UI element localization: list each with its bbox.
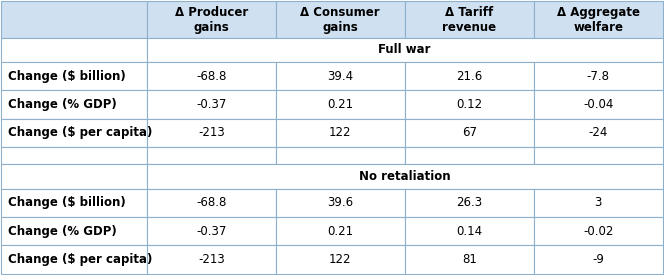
Bar	[534, 119, 663, 147]
Bar	[147, 119, 276, 147]
Bar	[405, 189, 534, 217]
Text: Δ Aggregate
welfare: Δ Aggregate welfare	[556, 6, 639, 34]
Text: Change ($ per capita): Change ($ per capita)	[8, 126, 152, 139]
Text: -213: -213	[198, 253, 224, 266]
Text: -68.8: -68.8	[196, 196, 226, 209]
Bar	[534, 217, 663, 245]
Text: 122: 122	[329, 253, 351, 266]
Bar	[405, 119, 534, 147]
Bar	[405, 90, 534, 119]
Bar	[1, 38, 147, 62]
Text: -0.04: -0.04	[583, 98, 614, 111]
Text: 0.12: 0.12	[456, 98, 482, 111]
Bar	[147, 1, 276, 38]
Text: Change (% GDP): Change (% GDP)	[8, 98, 117, 111]
Bar	[534, 90, 663, 119]
Text: 0.21: 0.21	[327, 225, 353, 238]
Text: Full war: Full war	[378, 43, 431, 56]
Text: 122: 122	[329, 126, 351, 139]
Text: -9: -9	[592, 253, 604, 266]
Bar	[147, 62, 276, 90]
Bar	[147, 217, 276, 245]
Bar	[147, 164, 663, 189]
Bar	[405, 62, 534, 90]
Text: No retaliation: No retaliation	[359, 170, 451, 183]
Text: 81: 81	[461, 253, 477, 266]
Bar	[1, 164, 147, 189]
Text: 26.3: 26.3	[456, 196, 482, 209]
Text: 0.21: 0.21	[327, 98, 353, 111]
Bar	[405, 147, 534, 164]
Text: -0.37: -0.37	[196, 225, 226, 238]
Bar	[534, 189, 663, 217]
Bar	[534, 1, 663, 38]
Bar	[534, 147, 663, 164]
Bar	[147, 189, 276, 217]
Bar	[276, 90, 405, 119]
Bar	[276, 189, 405, 217]
Bar	[276, 1, 405, 38]
Bar	[405, 217, 534, 245]
Bar	[276, 245, 405, 274]
Bar	[405, 245, 534, 274]
Bar	[534, 245, 663, 274]
Text: 0.14: 0.14	[456, 225, 482, 238]
Text: -7.8: -7.8	[586, 70, 610, 83]
Text: Δ Producer
gains: Δ Producer gains	[175, 6, 248, 34]
Bar	[534, 62, 663, 90]
Bar	[1, 90, 147, 119]
Text: Change (% GDP): Change (% GDP)	[8, 225, 117, 238]
Bar	[1, 189, 147, 217]
Text: 3: 3	[594, 196, 602, 209]
Text: Δ Consumer
gains: Δ Consumer gains	[300, 6, 380, 34]
Text: Δ Tariff
revenue: Δ Tariff revenue	[442, 6, 496, 34]
Text: 21.6: 21.6	[456, 70, 482, 83]
Bar	[276, 217, 405, 245]
Bar	[405, 1, 534, 38]
Bar	[1, 245, 147, 274]
Text: -0.02: -0.02	[583, 225, 614, 238]
Bar	[147, 147, 276, 164]
Text: Change ($ per capita): Change ($ per capita)	[8, 253, 152, 266]
Bar	[276, 119, 405, 147]
Text: 39.4: 39.4	[327, 70, 353, 83]
Bar	[1, 1, 147, 38]
Text: Change ($ billion): Change ($ billion)	[8, 70, 125, 83]
Bar	[147, 90, 276, 119]
Text: -213: -213	[198, 126, 224, 139]
Bar	[1, 119, 147, 147]
Text: 67: 67	[461, 126, 477, 139]
Bar	[1, 62, 147, 90]
Bar	[147, 38, 663, 62]
Text: -68.8: -68.8	[196, 70, 226, 83]
Bar	[1, 217, 147, 245]
Bar	[276, 147, 405, 164]
Bar	[147, 245, 276, 274]
Text: -0.37: -0.37	[196, 98, 226, 111]
Bar	[1, 147, 147, 164]
Text: 39.6: 39.6	[327, 196, 353, 209]
Bar	[276, 62, 405, 90]
Text: Change ($ billion): Change ($ billion)	[8, 196, 125, 209]
Text: -24: -24	[588, 126, 608, 139]
